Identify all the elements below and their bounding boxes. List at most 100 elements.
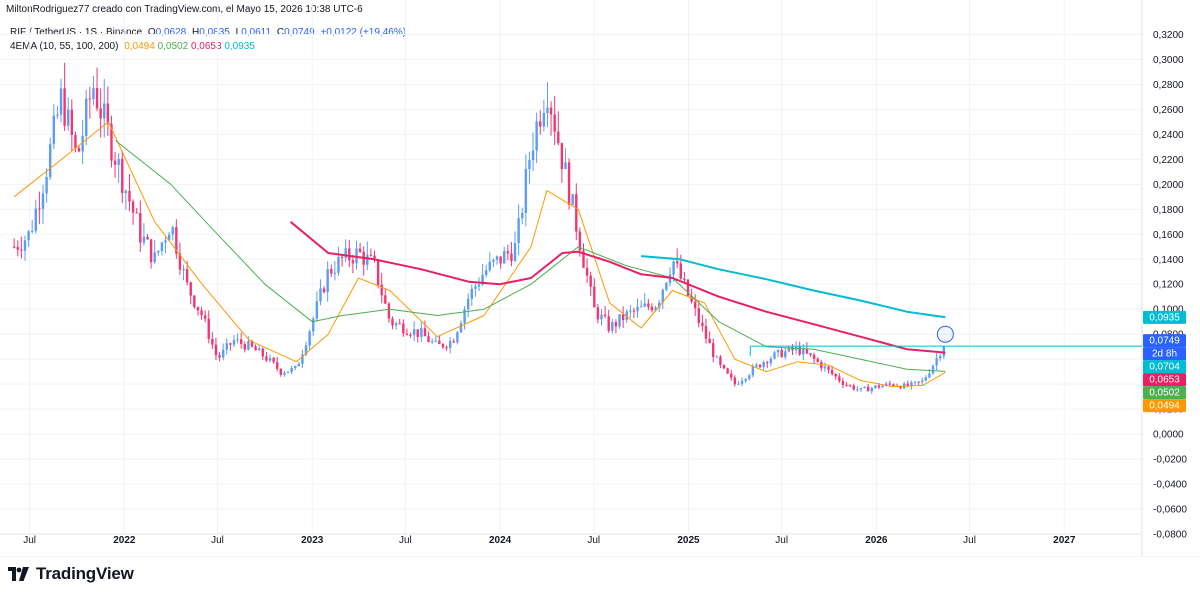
candle-body [762, 362, 765, 368]
candle-body [845, 385, 848, 387]
candle-body [200, 310, 203, 316]
high-key: H [192, 27, 200, 38]
candle-body [416, 329, 419, 337]
x-tick-label: 2026 [865, 535, 888, 546]
candle-body [733, 377, 737, 385]
candle-body [124, 190, 128, 194]
candle-body [27, 231, 30, 241]
candle-body [748, 375, 751, 379]
ema-line-ema10 [13, 121, 946, 388]
candle-body [683, 278, 686, 280]
price-label-text: 2d 8h [1152, 349, 1177, 360]
price-label-text: 0,0704 [1149, 362, 1180, 373]
candle-body [823, 366, 827, 369]
candle-body [304, 345, 308, 355]
candle-body [639, 306, 643, 308]
x-tick-label: 2024 [489, 535, 512, 546]
y-tick-label: 0,2800 [1153, 80, 1184, 91]
candle-body [330, 269, 333, 274]
candle-body [142, 236, 146, 243]
candle-body [499, 256, 502, 264]
candle-body [776, 349, 780, 353]
candle-body [852, 385, 855, 390]
candle-body [153, 252, 156, 263]
candle-body [874, 385, 877, 388]
candle-body [585, 267, 589, 276]
candle-body [899, 386, 902, 389]
candle-body [751, 366, 755, 376]
candle-body [56, 114, 59, 116]
candle-body [236, 339, 239, 341]
y-tick-label: -0,0600 [1153, 505, 1187, 516]
candle-body [196, 307, 200, 311]
chart-grid [0, 0, 1143, 556]
candle-body [225, 343, 228, 350]
candle-body [636, 306, 639, 312]
candle-body [326, 269, 329, 293]
candle-body [517, 218, 520, 244]
candle-body [816, 358, 819, 362]
candle-body [791, 347, 794, 351]
y-tick-label: -0,0800 [1153, 530, 1187, 541]
candle-body [632, 310, 636, 312]
candle-body [448, 341, 452, 348]
price-label-box [1143, 360, 1186, 374]
candle-body [564, 162, 567, 170]
candle-body [348, 248, 351, 261]
candle-body [207, 318, 210, 339]
price-axis[interactable]: 0,3200 0,3000 0,2800 0,2600 0,2400 0,2200 0,20… [1143, 30, 1187, 541]
candle-body [380, 284, 383, 296]
candle-body [441, 343, 445, 348]
candle-body [546, 107, 549, 114]
tradingview-logo[interactable]: TradingView [8, 564, 134, 584]
candle-body [247, 341, 250, 350]
candle-body [841, 381, 845, 386]
close-key: C [276, 27, 285, 38]
candle-body [117, 159, 120, 165]
candle-body [319, 288, 322, 302]
candle-body [92, 88, 95, 100]
candle-body [571, 194, 574, 205]
candle-body [503, 251, 506, 264]
candle-body [445, 347, 448, 349]
candle-body [708, 338, 711, 344]
candle-body [863, 386, 866, 388]
candle-body [740, 380, 744, 384]
candle-body [294, 366, 297, 369]
candle-body [434, 340, 437, 342]
candle-body [257, 348, 261, 351]
candle-body [452, 341, 455, 343]
candle-body [809, 353, 812, 355]
candle-body [877, 385, 881, 388]
candle-body [697, 308, 700, 323]
candle-body [942, 346, 946, 357]
candle-body [661, 289, 664, 303]
candle-body [528, 160, 531, 170]
candle-body [787, 347, 791, 352]
y-tick-label: 0,1800 [1153, 205, 1184, 216]
ema-line-ema55 [115, 140, 946, 372]
candle-body [45, 176, 48, 194]
price-chart[interactable]: 0,3200 0,3000 0,2800 0,2600 0,2400 0,2200 0,20… [0, 0, 1200, 556]
time-axis[interactable]: Jul 2022 Jul 2023 Jul 2024 Jul 2025 Jul 2026 Jul 20… [23, 535, 1076, 546]
ema-label[interactable]: 4EMA (10, 55, 100, 200) [10, 41, 119, 52]
change-value: +0,0122 (+19,46%) [320, 27, 407, 38]
candle-body [394, 323, 398, 326]
candle-body [74, 134, 77, 148]
candle-body [99, 108, 102, 119]
symbol-name[interactable]: RIF / TetherUS · 1S · Binance [10, 27, 143, 38]
y-tick-label: 0,2600 [1153, 105, 1184, 116]
brand-name: TradingView [36, 564, 134, 583]
candle-body [848, 385, 852, 387]
candle-body [834, 374, 837, 377]
candlesticks [12, 62, 946, 395]
ema100-value: 0,0653 [190, 41, 222, 52]
price-label-box [1143, 399, 1186, 413]
candle-body [531, 150, 535, 161]
x-tick-label: 2027 [1053, 535, 1076, 546]
candle-body [593, 286, 596, 308]
candle-body [88, 98, 92, 100]
candle-body [838, 376, 841, 382]
candle-body [373, 255, 376, 260]
ema10-value: 0,0494 [124, 41, 155, 52]
